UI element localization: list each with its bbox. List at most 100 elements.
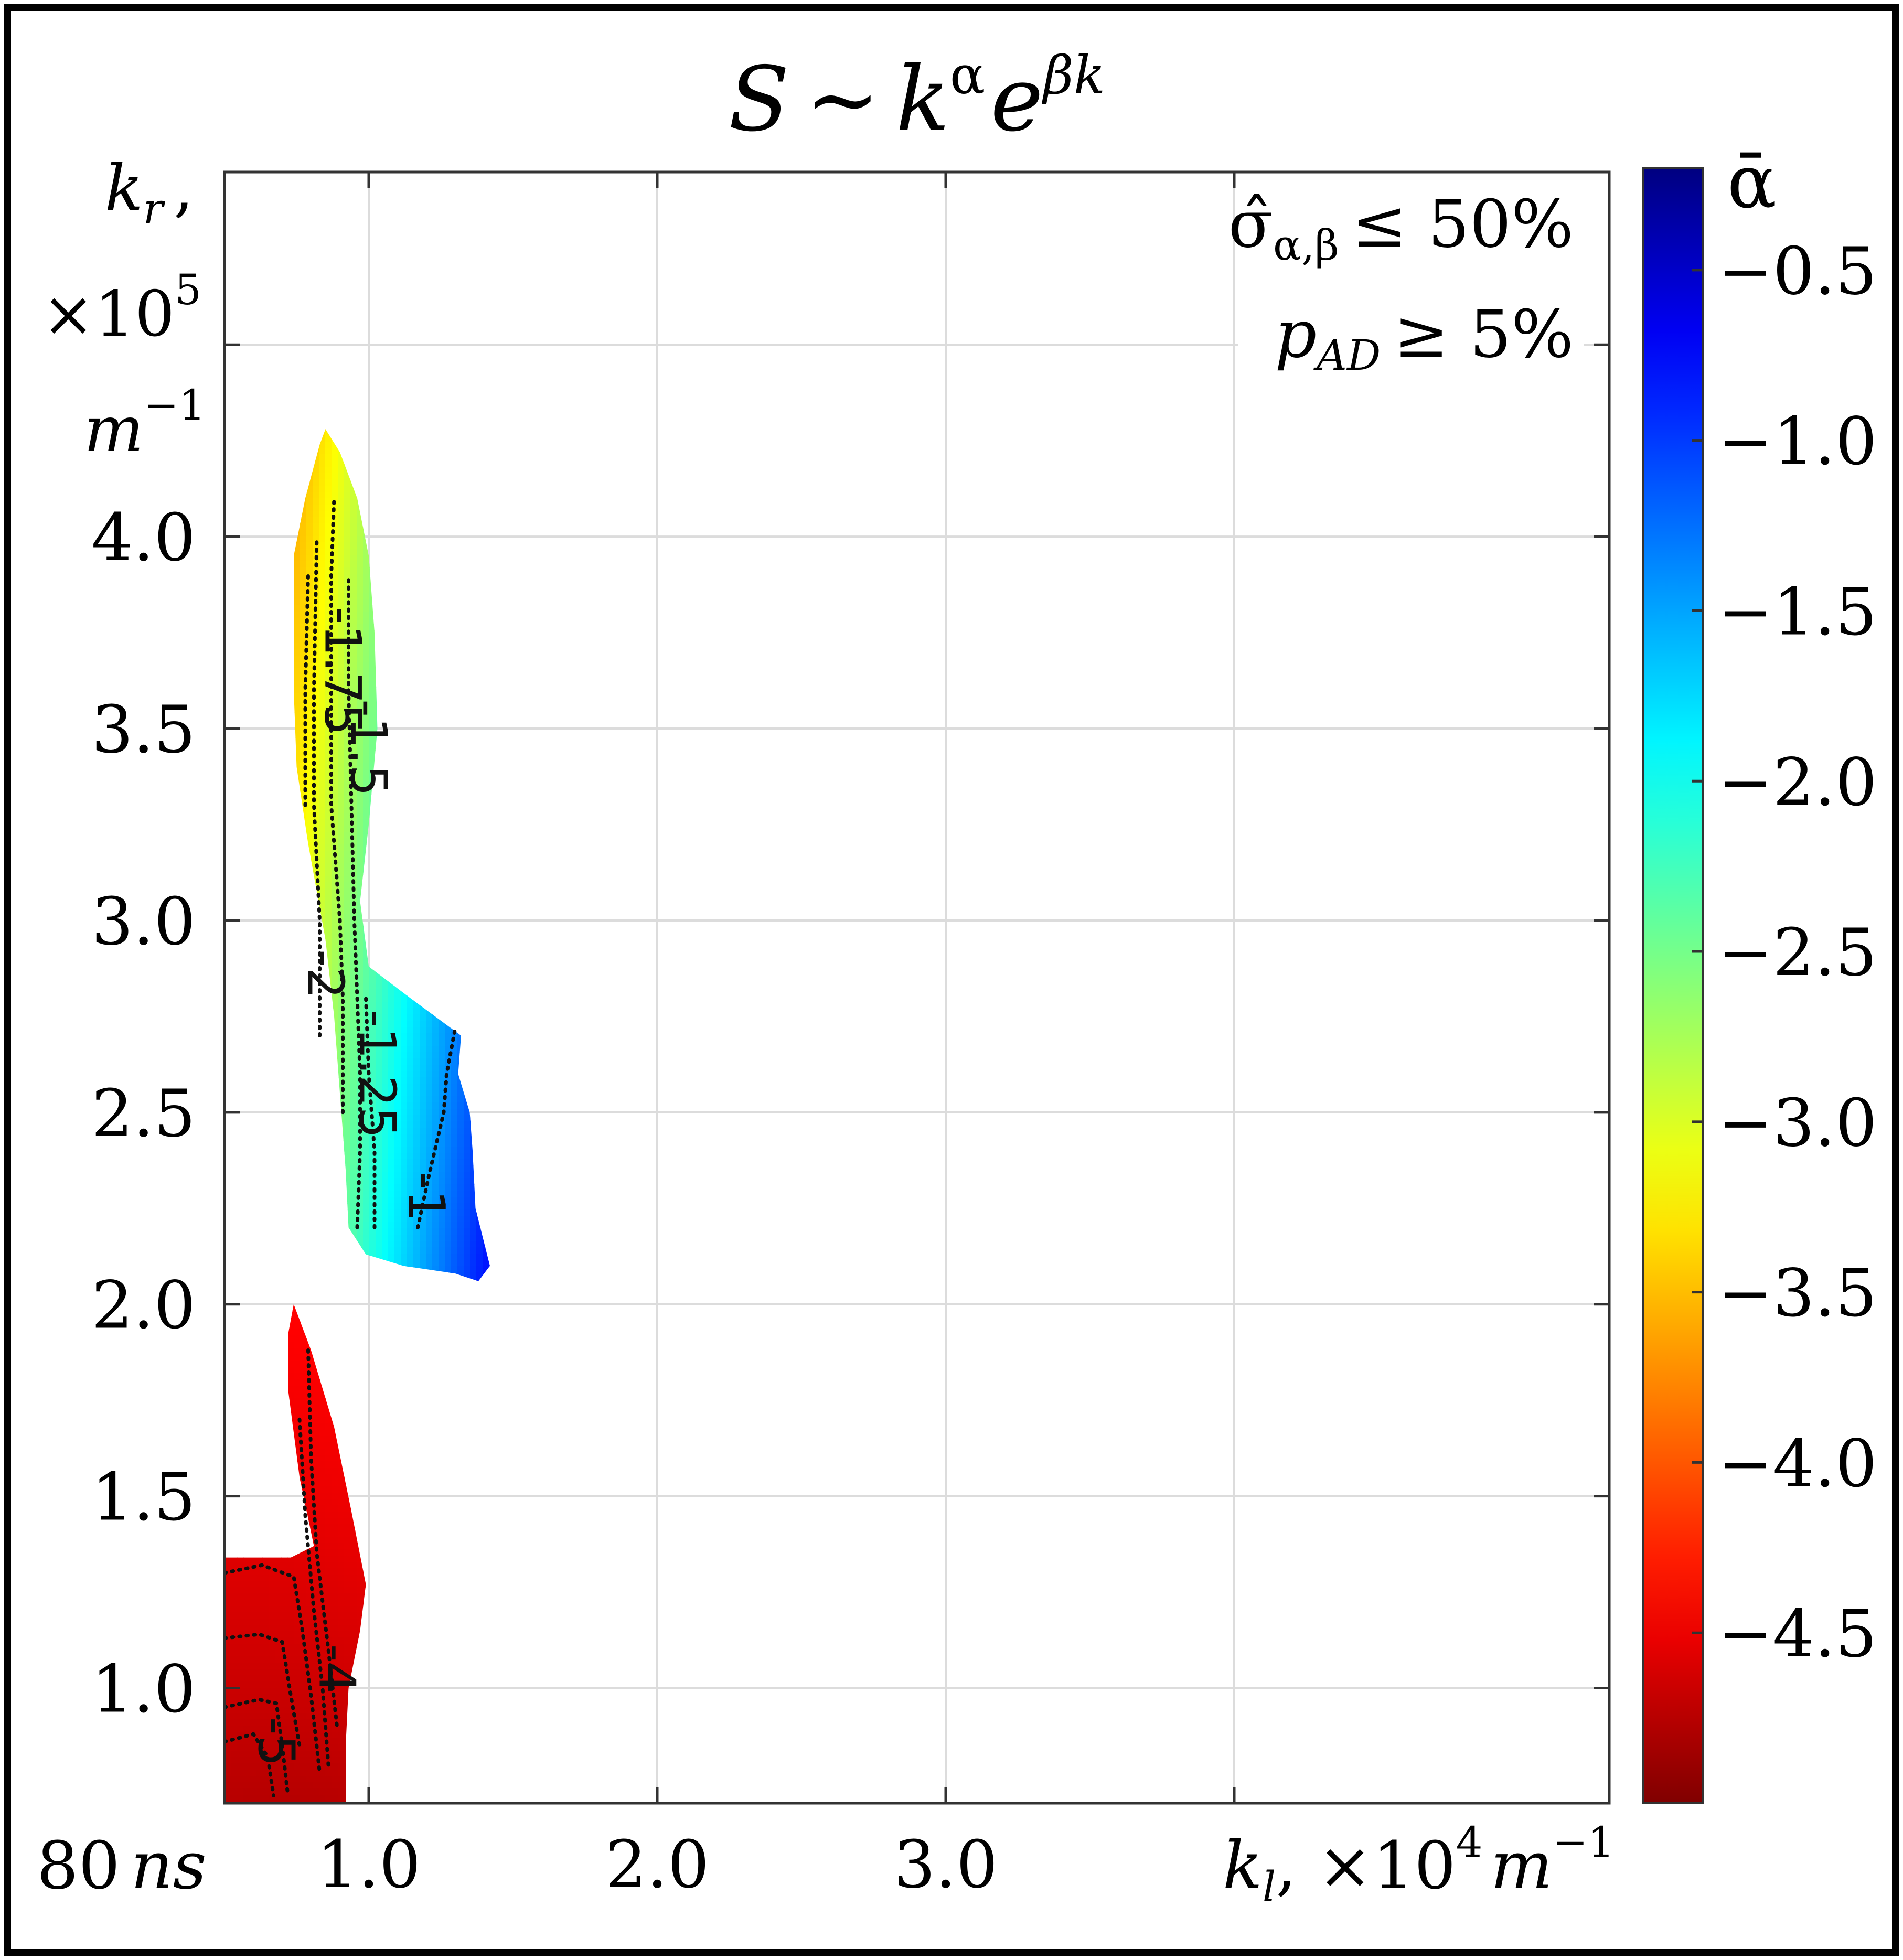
heatmap-cell [350,1077,357,1084]
heatmap-cell [382,1128,389,1134]
heatmap-cell [363,977,370,983]
heatmap-cell [319,536,326,543]
heatmap-cell [357,851,364,858]
heatmap-cell [464,1266,471,1273]
heatmap-cell [382,1209,389,1216]
heatmap-cell [332,983,338,990]
heatmap-cell [319,479,326,486]
heatmap-cell [332,920,338,927]
heatmap-cell [451,1109,458,1116]
heatmap-cell [376,1241,382,1248]
heatmap-cell [369,1247,376,1254]
heatmap-cell [376,1247,382,1254]
heatmap-cell [344,851,351,858]
heatmap-cell [376,1235,382,1241]
ylabel-k: k [105,152,143,225]
heatmap-cell [294,693,301,700]
heatmap-cell [357,964,364,971]
heatmap-cell [313,523,319,530]
heatmap-cell [300,618,307,625]
heatmap-cell [369,643,376,650]
heatmap-cell [451,1159,458,1166]
heatmap-cell [407,1002,414,1009]
heatmap-cell [363,1102,370,1109]
heatmap-cell [445,1254,452,1260]
heatmap-cell [300,599,307,606]
heatmap-cell [332,1449,338,1455]
heatmap-cell [332,794,338,801]
heatmap-cell [376,1102,382,1109]
heatmap-cell [363,1109,370,1116]
heatmap-cell [294,1386,301,1393]
heatmap-cell [306,523,313,530]
heatmap-cell [306,555,313,562]
heatmap-cell [313,1442,319,1449]
heatmap-cell [394,1235,401,1241]
heatmap-cell [451,1209,458,1216]
heatmap-cell [376,1228,382,1235]
heatmap-cell [394,1121,401,1128]
heatmap-cell [357,800,364,807]
heatmap-cell [332,599,338,606]
heatmap-cell [432,1115,439,1122]
heatmap-cell [394,1134,401,1141]
heatmap-cell [350,643,357,650]
heatmap-cell [300,549,307,555]
heatmap-cell [451,1153,458,1160]
heatmap-cell [338,605,345,612]
heatmap-cell [394,1247,401,1254]
heatmap-cell [376,1128,382,1134]
heatmap-cell [338,781,345,788]
heatmap-cell [357,530,364,537]
heatmap-cell [439,1027,445,1034]
heatmap-cell [401,1058,408,1065]
heatmap-cell [319,637,326,644]
heatmap-cell [363,605,370,612]
heatmap-cell [407,1209,414,1216]
heatmap-cell [470,1260,477,1267]
heatmap-cell [350,1021,357,1027]
heatmap-cell [394,1191,401,1197]
heatmap-cell [439,1184,445,1191]
heatmap-cell [394,1052,401,1059]
heatmap-cell [319,857,326,864]
heatmap-cell [325,901,332,908]
heatmap-cell [332,674,338,681]
heatmap-cell [338,719,345,725]
heatmap-cell [325,844,332,851]
heatmap-cell [432,1084,439,1090]
heatmap-cell [300,536,307,543]
heatmap-cell [319,1398,326,1405]
heatmap-cell [319,712,326,719]
heatmap-cell [294,1367,301,1374]
heatmap-cell [388,1128,395,1134]
heatmap-cell [401,1184,408,1191]
heatmap-cell [413,1140,420,1147]
heatmap-cell [363,706,370,713]
heatmap-cell [357,599,364,606]
heatmap-cell [388,1159,395,1166]
heatmap-cell [382,1084,389,1090]
heatmap-cell [369,750,376,757]
heatmap-cell [432,1203,439,1210]
heatmap-cell [407,1191,414,1197]
heatmap-cell [420,1008,426,1015]
heatmap-cell [369,700,376,706]
heatmap-cell [338,630,345,637]
heatmap-cell [407,1058,414,1065]
heatmap-cell [350,1058,357,1065]
heatmap-cell [344,989,351,996]
heatmap-cell [394,1228,401,1235]
heatmap-cell [394,1159,401,1166]
heatmap-cell [287,1354,294,1361]
heatmap-cell [401,1235,408,1241]
heatmap-cell [464,1247,471,1254]
heatmap-cell [439,1254,445,1260]
heatmap-cell [319,624,326,631]
heatmap-cell [369,989,376,996]
heatmap-cell [319,882,326,889]
heatmap-cell [325,530,332,537]
heatmap-cell [382,1014,389,1021]
heatmap-cell [376,1096,382,1103]
heatmap-cell [287,1386,294,1393]
